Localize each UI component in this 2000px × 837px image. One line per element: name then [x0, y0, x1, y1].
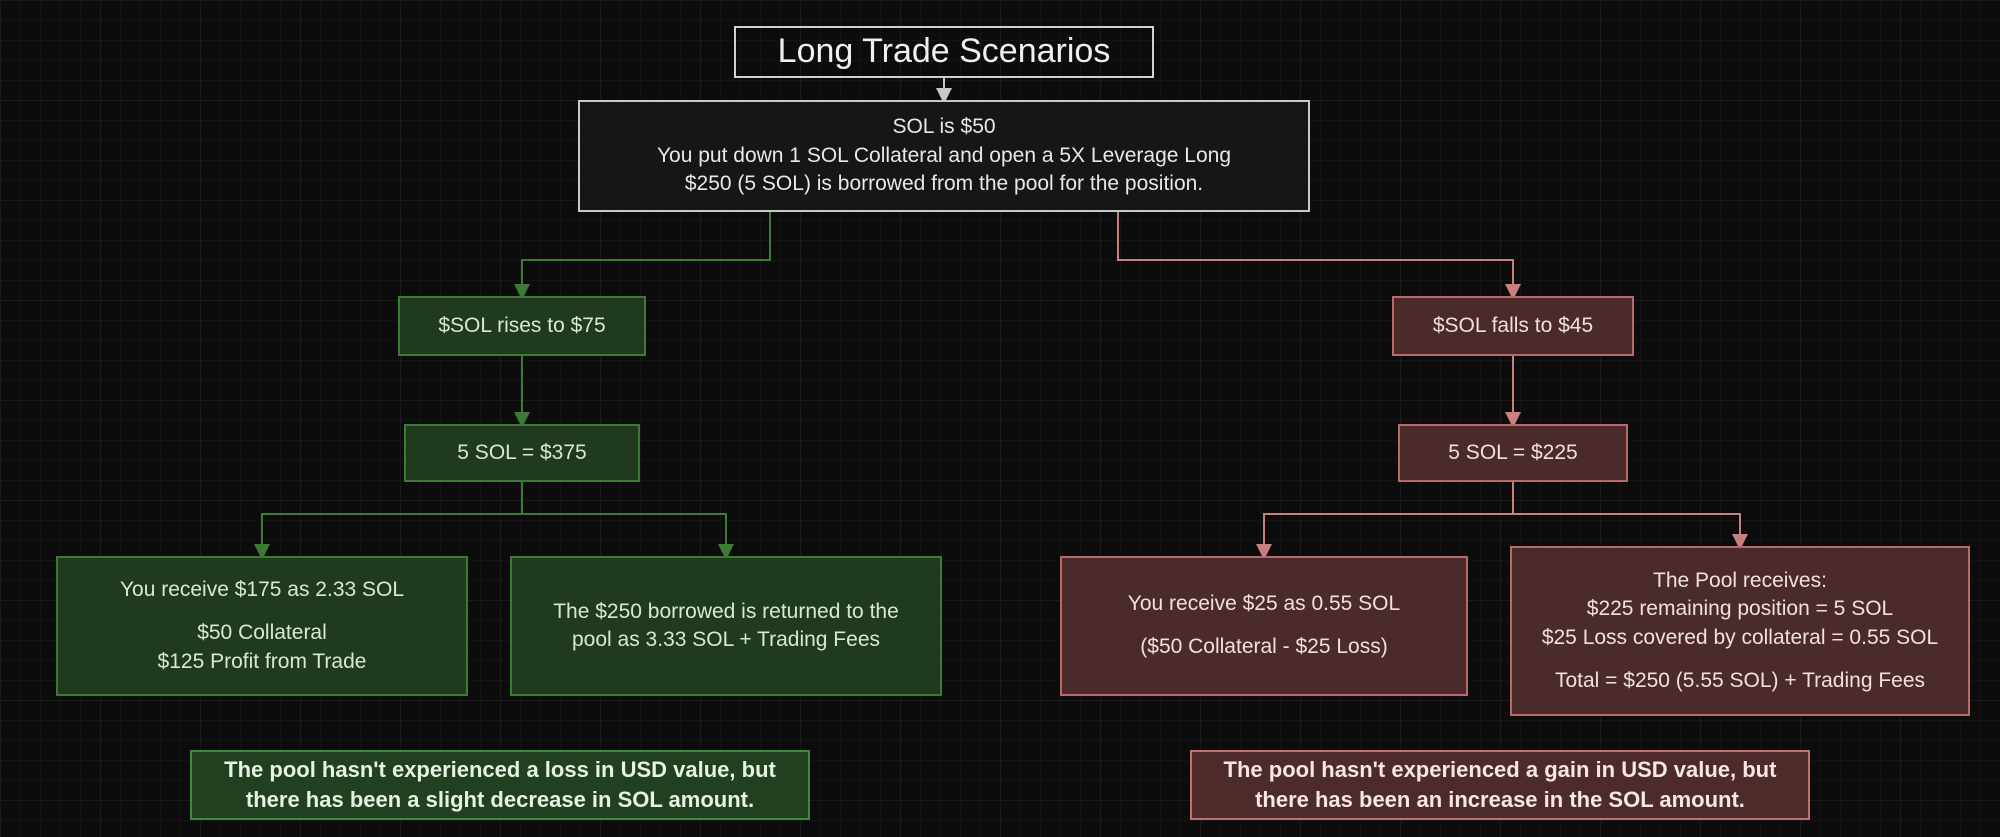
- node-line: pool as 3.33 SOL + Trading Fees: [572, 626, 880, 654]
- node-text: $SOL falls to $45: [1433, 312, 1593, 340]
- red-node-pool-receives: The Pool receives:$225 remaining positio…: [1510, 546, 1970, 716]
- node-line: $250 (5 SOL) is borrowed from the pool f…: [685, 170, 1203, 198]
- node-line: SOL is $50: [892, 113, 995, 141]
- node-text: $SOL rises to $75: [438, 312, 605, 340]
- node-line: ($50 Collateral - $25 Loss): [1140, 633, 1387, 661]
- node-line: there has been a slight decrease in SOL …: [246, 785, 754, 815]
- title-node: Long Trade Scenarios: [734, 26, 1154, 78]
- node-line: [1737, 652, 1743, 667]
- node-line: You put down 1 SOL Collateral and open a…: [657, 142, 1231, 170]
- red-node-fall: $SOL falls to $45: [1392, 296, 1634, 356]
- red-node-value: 5 SOL = $225: [1398, 424, 1628, 482]
- red-node-you-receive: You receive $25 as 0.55 SOL ($50 Collate…: [1060, 556, 1468, 696]
- node-line: $125 Profit from Trade: [158, 648, 367, 676]
- diagram-canvas: Long Trade Scenarios SOL is $50You put d…: [0, 0, 2000, 837]
- title-text: Long Trade Scenarios: [778, 29, 1111, 75]
- green-node-you-receive: You receive $175 as 2.33 SOL $50 Collate…: [56, 556, 468, 696]
- green-node-rise: $SOL rises to $75: [398, 296, 646, 356]
- node-line: The Pool receives:: [1653, 567, 1827, 595]
- node-line: The pool hasn't experienced a loss in US…: [224, 755, 776, 785]
- red-summary-node: The pool hasn't experienced a gain in US…: [1190, 750, 1810, 820]
- green-summary-node: The pool hasn't experienced a loss in US…: [190, 750, 810, 820]
- node-text: 5 SOL = $225: [1448, 439, 1577, 467]
- node-line: The pool hasn't experienced a gain in US…: [1224, 755, 1777, 785]
- green-node-pool-return: The $250 borrowed is returned to thepool…: [510, 556, 942, 696]
- node-line: The $250 borrowed is returned to the: [553, 598, 899, 626]
- node-text: 5 SOL = $375: [457, 439, 586, 467]
- node-line: Total = $250 (5.55 SOL) + Trading Fees: [1555, 667, 1925, 695]
- node-line: [259, 604, 265, 619]
- node-line: $225 remaining position = 5 SOL: [1587, 595, 1893, 623]
- node-line: $50 Collateral: [197, 619, 327, 647]
- node-line: there has been an increase in the SOL am…: [1255, 785, 1745, 815]
- green-node-value: 5 SOL = $375: [404, 424, 640, 482]
- node-line: [1261, 619, 1267, 634]
- root-node: SOL is $50You put down 1 SOL Collateral …: [578, 100, 1310, 212]
